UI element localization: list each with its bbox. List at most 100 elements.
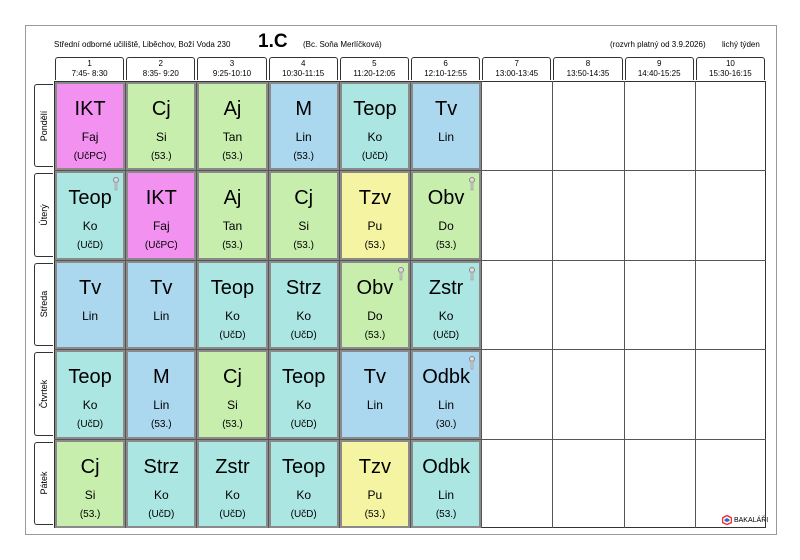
period-header: 4 10:30-11:15	[268, 57, 338, 80]
lesson-subject: IKT	[74, 98, 106, 120]
period-header: 3 9:25-10:10	[197, 57, 267, 80]
lesson-cell: Teop Ko (UčD)	[55, 350, 126, 439]
lesson-room: (UčD)	[77, 419, 104, 431]
lesson-teacher: Ko	[367, 130, 383, 144]
lesson-room: (UčD)	[361, 151, 388, 162]
day-name: Středa	[39, 291, 49, 318]
lesson-cell: Obv Do (53.)	[339, 260, 410, 350]
day-label-box: Úterý	[34, 173, 53, 257]
period-number: 7	[514, 59, 519, 68]
lesson-room: (53.)	[79, 508, 101, 520]
key-glyph	[397, 266, 404, 281]
lesson-teacher: Tan	[222, 219, 243, 234]
lesson-cell: Strz Ko (UčD)	[126, 439, 197, 528]
lesson-subject: Tzv	[358, 455, 391, 478]
lesson-cell: Tv Lin	[55, 260, 126, 350]
period-header: 10 15:30-16:15	[695, 57, 765, 80]
period-header: 1 7:45- 8:30	[55, 57, 125, 80]
period-header: 5 11:20-12:05	[339, 57, 409, 80]
key-icon	[113, 177, 120, 191]
period-number: 10	[725, 59, 735, 68]
lesson-teacher: Ko	[82, 398, 98, 413]
lesson-room: (UčD)	[290, 329, 317, 341]
lesson-subject: Teop	[68, 366, 112, 389]
lesson-room: (53.)	[435, 508, 457, 520]
lesson-cell: Teop Ko (UčD)	[268, 350, 339, 439]
period-number: 5	[372, 59, 377, 68]
logo-icon	[721, 514, 733, 526]
lesson-subject: IKT	[145, 187, 177, 210]
key-glyph	[469, 356, 476, 370]
lesson-subject: Obv	[356, 276, 394, 299]
period-header: 8 13:50-14:35	[553, 57, 623, 80]
day-name: Pátek	[39, 471, 49, 495]
lesson-room: (UčPC)	[144, 240, 178, 252]
lesson-subject: Obv	[427, 187, 465, 210]
lesson-subject: Cj	[151, 98, 171, 120]
week-type: lichý týden	[722, 40, 760, 49]
lesson-cell: Aj Tan (53.)	[197, 82, 268, 171]
lesson-teacher: Ko	[296, 398, 312, 413]
lesson-teacher: Lin	[295, 130, 312, 144]
lesson-teacher: Faj	[81, 130, 99, 144]
lesson-cell: Teop Ko (UčD)	[268, 439, 339, 528]
day-label-box: Čtvrtek	[34, 352, 53, 436]
lesson-cell: Cj Si (53.)	[126, 82, 197, 171]
period-header: 9 14:40-15:25	[624, 57, 694, 80]
lesson-room: (53.)	[364, 329, 386, 341]
grid-line	[125, 81, 127, 528]
grid-line	[54, 170, 766, 172]
lesson-teacher: Do	[367, 308, 383, 323]
lesson-cell: M Lin (53.)	[126, 350, 197, 439]
period-time: 13:50-14:35	[566, 69, 610, 78]
lesson-subject: Odbk	[422, 455, 470, 478]
lesson-subject: Tv	[150, 276, 173, 299]
key-icon	[397, 266, 404, 281]
lesson-room: (UčD)	[219, 508, 246, 520]
lesson-room: (30.)	[435, 419, 457, 431]
grid-line	[694, 81, 696, 528]
lesson-subject: Zstr	[428, 276, 464, 299]
lesson-subject: Teop	[68, 187, 112, 210]
period-number: 6	[443, 59, 448, 68]
lesson-cell: Strz Ko (UčD)	[268, 260, 339, 350]
lesson-teacher: Si	[298, 219, 310, 234]
lesson-teacher: Lin	[153, 398, 170, 413]
lesson-room: (UčD)	[148, 508, 175, 520]
day-label-box: Středa	[34, 262, 53, 347]
lesson-cell: IKT Faj (UčPC)	[126, 171, 197, 260]
lesson-subject: Zstr	[215, 455, 250, 478]
day-label-box: Pondělí	[34, 84, 53, 168]
grid-line	[196, 81, 198, 528]
lesson-subject: Teop	[282, 455, 326, 478]
grid-line	[623, 81, 625, 528]
lesson-teacher: Ko	[296, 308, 312, 323]
lesson-cell: Teop Ko (UčD)	[197, 260, 268, 350]
lesson-teacher: Lin	[438, 487, 455, 502]
lesson-subject: Tv	[78, 276, 102, 299]
lesson-cell: IKT Faj (UčPC)	[55, 82, 126, 171]
lesson-teacher: Ko	[438, 308, 454, 323]
lesson-subject: Cj	[294, 187, 314, 210]
lesson-cell: Tv Lin	[411, 82, 482, 171]
lesson-subject: Teop	[282, 366, 326, 389]
period-time: 8:35- 9:20	[142, 69, 179, 78]
lesson-teacher: Ko	[296, 487, 312, 502]
period-number: 8	[585, 59, 591, 68]
lesson-cell: Cj Si (53.)	[55, 439, 126, 528]
lesson-teacher: Ko	[82, 219, 98, 234]
lesson-room: (53.)	[293, 240, 314, 252]
day-name: Pondělí	[39, 110, 49, 141]
period-number: 3	[229, 59, 235, 68]
logo: BAKALÁŘI	[721, 514, 768, 526]
lesson-subject: Odbk	[422, 366, 470, 389]
period-number: 1	[87, 59, 92, 68]
class-name: 1.C	[258, 31, 288, 52]
lesson-teacher: Faj	[152, 219, 170, 234]
lesson-cell: Aj Tan (53.)	[197, 171, 268, 260]
lesson-teacher: Do	[438, 219, 454, 234]
lesson-subject: Tv	[363, 366, 386, 389]
key-glyph	[469, 266, 476, 281]
lesson-cell: Tzv Pu (53.)	[339, 171, 410, 260]
